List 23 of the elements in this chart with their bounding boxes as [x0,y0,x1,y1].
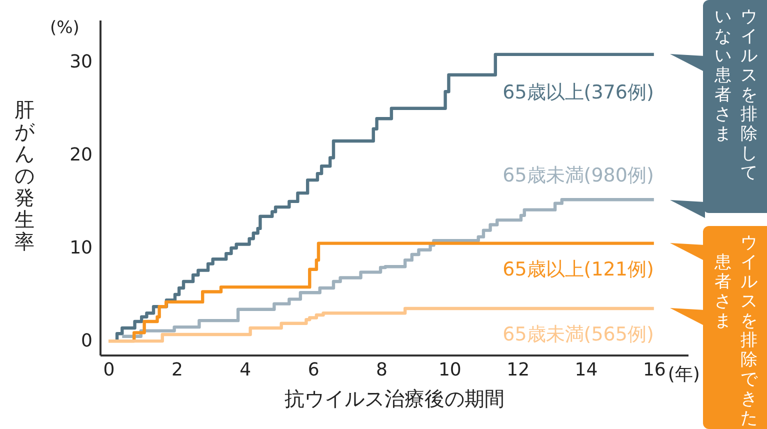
y-tick-label: 0 [81,330,92,352]
y-tick-label: 20 [70,144,92,166]
y-tick-label: 10 [70,237,92,258]
series-label: 65歳以上(376例) [502,81,654,104]
x-tick-label: 8 [376,360,388,380]
x-tick-label: 4 [240,360,252,380]
x-tick-label: 2 [171,360,183,380]
x-axis-title: 抗ウイルス治療後の期間 [284,386,504,410]
callout-box: ウイルスを排除できた 患者さま [703,226,767,429]
x-tick-label: 12 [506,360,530,380]
x-tick-label: 10 [438,360,462,380]
callout-box: ウイルスを排除して いない患者さま [703,0,767,213]
x-tick-label: 6 [308,360,320,380]
text: (%) [50,18,80,38]
series-label: 65歳未満(980例) [502,164,654,187]
x-tick-label: 16 [642,360,666,380]
y-axis-title: 肝がんの発生率 [14,98,36,254]
x-tick-label: 14 [574,360,598,380]
text: (年) [668,363,700,386]
y-tick-label: 30 [70,51,92,72]
series-label: 65歳未満(565例) [502,323,654,346]
x-tick-label: 0 [103,360,115,380]
series-label: 65歳以上(121例) [502,258,654,280]
